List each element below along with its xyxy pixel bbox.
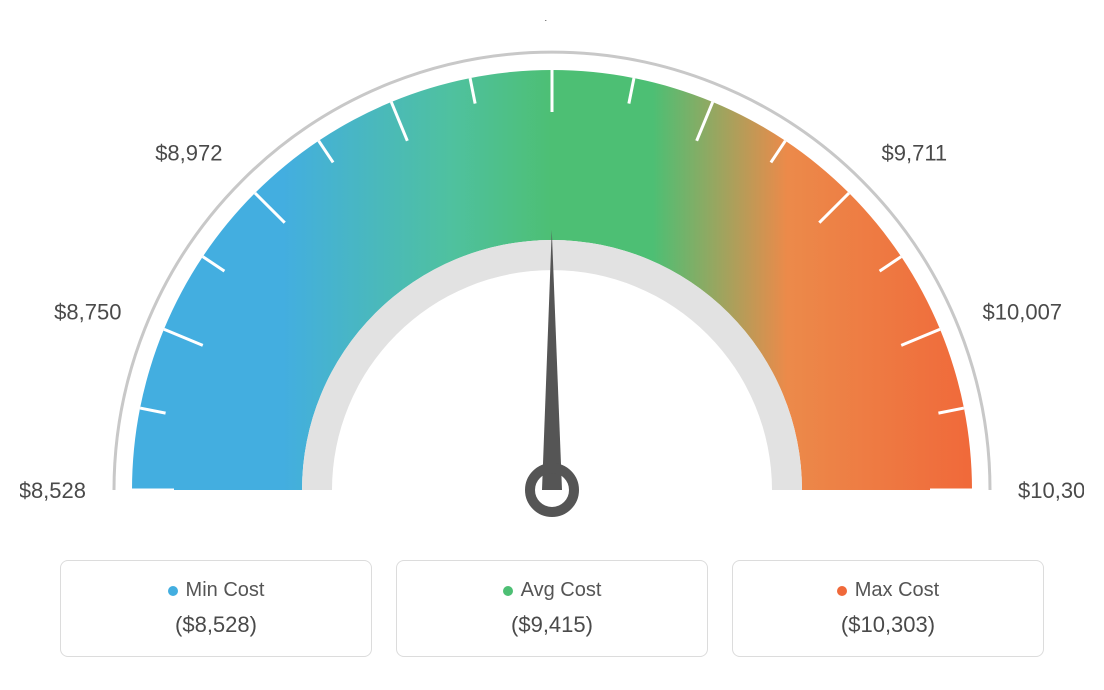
legend-label-max: Max Cost: [837, 579, 939, 602]
dot-icon: [503, 586, 513, 596]
legend-card-max: Max Cost ($10,303): [732, 560, 1044, 657]
gauge-tick-label: $8,750: [54, 300, 121, 325]
legend-row: Min Cost ($8,528) Avg Cost ($9,415) Max …: [20, 560, 1084, 657]
legend-card-min: Min Cost ($8,528): [60, 560, 372, 657]
legend-value-min: ($8,528): [81, 612, 351, 638]
gauge-tick-label: $8,972: [155, 140, 222, 165]
gauge-tick-label: $9,415: [518, 20, 585, 23]
gauge-tick-label: $9,711: [882, 140, 948, 165]
legend-label-text: Max Cost: [855, 579, 939, 602]
legend-label-text: Avg Cost: [521, 579, 602, 602]
gauge-svg: $8,528 $8,750 $8,972 $9,415 $9,711 $10,007 $10…: [20, 20, 1084, 540]
gauge-tick-label: $8,528: [20, 478, 86, 503]
gauge-tick-label: $10,007: [983, 300, 1063, 325]
legend-label-avg: Avg Cost: [503, 579, 602, 602]
gauge-tick-label: $10,303: [1018, 478, 1084, 503]
legend-label-min: Min Cost: [168, 579, 265, 602]
gauge-chart: $8,528 $8,750 $8,972 $9,415 $9,711 $10,007 $10…: [20, 20, 1084, 540]
legend-card-avg: Avg Cost ($9,415): [396, 560, 708, 657]
legend-value-max: ($10,303): [753, 612, 1023, 638]
dot-icon: [837, 586, 847, 596]
legend-label-text: Min Cost: [186, 579, 265, 602]
legend-value-avg: ($9,415): [417, 612, 687, 638]
dot-icon: [168, 586, 178, 596]
